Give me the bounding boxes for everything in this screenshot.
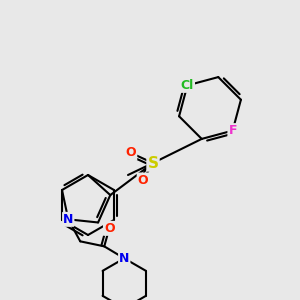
Text: O: O: [104, 222, 115, 235]
Text: O: O: [126, 146, 136, 160]
Text: S: S: [148, 155, 158, 170]
Text: O: O: [138, 173, 148, 187]
Text: F: F: [228, 124, 237, 137]
Text: N: N: [63, 213, 74, 226]
Text: N: N: [119, 252, 129, 265]
Text: Cl: Cl: [181, 79, 194, 92]
